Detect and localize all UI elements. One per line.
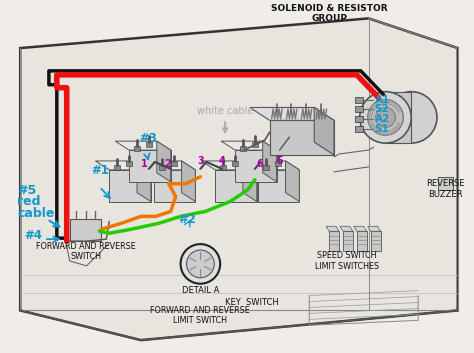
Polygon shape [263, 141, 277, 182]
Text: 1: 1 [141, 159, 147, 169]
Polygon shape [221, 141, 277, 150]
Text: SOLENOID & RESISTOR
GROUP: SOLENOID & RESISTOR GROUP [271, 4, 387, 23]
Text: 4: 4 [219, 156, 226, 166]
Polygon shape [252, 142, 258, 146]
Text: REVERSE
BUZZER: REVERSE BUZZER [426, 179, 464, 199]
Circle shape [186, 250, 214, 278]
Text: red: red [17, 196, 41, 209]
Circle shape [360, 92, 411, 143]
Polygon shape [385, 92, 411, 143]
Polygon shape [263, 166, 268, 170]
Text: FORWARD AND REVERSE
SWITCH: FORWARD AND REVERSE SWITCH [36, 241, 136, 261]
Polygon shape [355, 107, 363, 113]
Text: 6: 6 [256, 159, 263, 169]
Polygon shape [70, 219, 101, 241]
Polygon shape [20, 18, 458, 340]
Text: A2: A2 [374, 114, 390, 124]
Circle shape [368, 100, 403, 135]
Polygon shape [355, 126, 363, 132]
Circle shape [181, 244, 220, 284]
Polygon shape [270, 120, 334, 155]
Polygon shape [235, 150, 277, 182]
Polygon shape [129, 150, 171, 182]
Polygon shape [355, 116, 363, 122]
Text: #2: #2 [179, 213, 196, 226]
Polygon shape [243, 161, 257, 202]
Polygon shape [250, 107, 334, 120]
Polygon shape [232, 161, 238, 166]
Text: white cable: white cable [197, 106, 253, 132]
Text: 2: 2 [164, 159, 171, 169]
Polygon shape [368, 226, 381, 231]
Text: #3: #3 [139, 132, 157, 145]
Text: DETAIL A: DETAIL A [182, 286, 219, 295]
Polygon shape [285, 161, 300, 202]
Polygon shape [201, 161, 257, 170]
Circle shape [375, 107, 395, 127]
Polygon shape [159, 166, 164, 170]
Text: #4: #4 [24, 229, 42, 242]
Polygon shape [240, 145, 246, 150]
Polygon shape [140, 161, 195, 170]
Polygon shape [115, 141, 171, 150]
Polygon shape [275, 161, 281, 166]
Polygon shape [343, 231, 353, 251]
Polygon shape [182, 161, 195, 202]
Polygon shape [357, 231, 367, 251]
Text: cable: cable [17, 207, 55, 220]
Polygon shape [126, 161, 132, 166]
Text: S2: S2 [374, 104, 389, 114]
Polygon shape [137, 161, 151, 202]
Text: 5: 5 [276, 156, 283, 166]
Text: FORWARD AND REVERSE
LIMIT SWITCH: FORWARD AND REVERSE LIMIT SWITCH [151, 306, 250, 325]
Circle shape [385, 92, 437, 143]
Polygon shape [171, 161, 177, 166]
Polygon shape [114, 166, 120, 170]
Polygon shape [329, 231, 339, 251]
Polygon shape [95, 161, 151, 170]
Polygon shape [340, 226, 353, 231]
Text: 3: 3 [197, 156, 204, 166]
Polygon shape [146, 142, 152, 146]
Text: #5: #5 [17, 184, 36, 197]
Polygon shape [371, 231, 381, 251]
Polygon shape [134, 145, 140, 150]
Polygon shape [258, 170, 300, 202]
Polygon shape [326, 226, 339, 231]
Polygon shape [438, 177, 453, 190]
Polygon shape [355, 97, 363, 102]
Polygon shape [314, 107, 334, 155]
Polygon shape [109, 170, 151, 202]
Text: SPEED SWITCH
LIMIT SWITCHES: SPEED SWITCH LIMIT SWITCHES [315, 251, 379, 271]
Polygon shape [354, 226, 367, 231]
Text: #1: #1 [91, 164, 109, 177]
Text: S1: S1 [374, 124, 389, 134]
Polygon shape [220, 166, 226, 170]
Text: A1: A1 [374, 95, 390, 104]
Text: KEY  SWITCH: KEY SWITCH [225, 299, 279, 307]
Polygon shape [244, 161, 300, 170]
Polygon shape [215, 170, 257, 202]
Polygon shape [157, 141, 171, 182]
Polygon shape [154, 170, 195, 202]
